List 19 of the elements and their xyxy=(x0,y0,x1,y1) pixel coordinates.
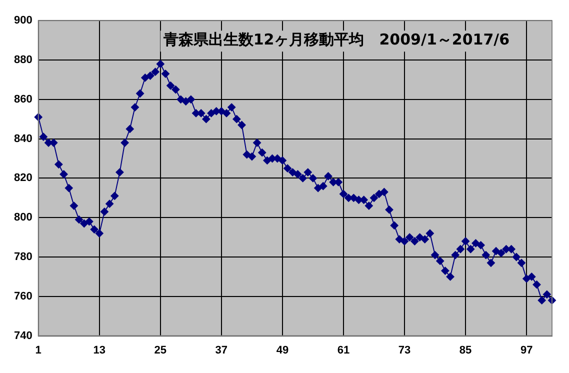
y-tick-label: 800 xyxy=(14,212,32,224)
y-tick-label: 860 xyxy=(14,93,32,106)
y-tick-label: 740 xyxy=(14,330,32,342)
x-tick-label: 73 xyxy=(398,344,411,356)
x-tick-label: 1 xyxy=(35,344,42,356)
x-tick-label: 85 xyxy=(459,344,472,356)
x-tick-label: 61 xyxy=(337,344,350,356)
x-tick-label: 25 xyxy=(154,344,167,356)
text: 青森県出生数12ヶ月移動平均 2009/1～2017/6 xyxy=(162,30,510,48)
y-tick-label: 840 xyxy=(14,132,32,145)
x-tick-label: 97 xyxy=(520,344,533,356)
x-tick-label: 37 xyxy=(215,344,228,356)
y-tick-label: 820 xyxy=(14,172,32,184)
y-tick-label: 880 xyxy=(14,54,32,66)
y-tick-label: 780 xyxy=(14,251,32,264)
x-tick-label: 13 xyxy=(93,344,106,356)
y-tick-label: 760 xyxy=(14,290,32,302)
x-tick-label: 49 xyxy=(276,344,289,356)
y-tick-label: 900 xyxy=(14,14,32,27)
